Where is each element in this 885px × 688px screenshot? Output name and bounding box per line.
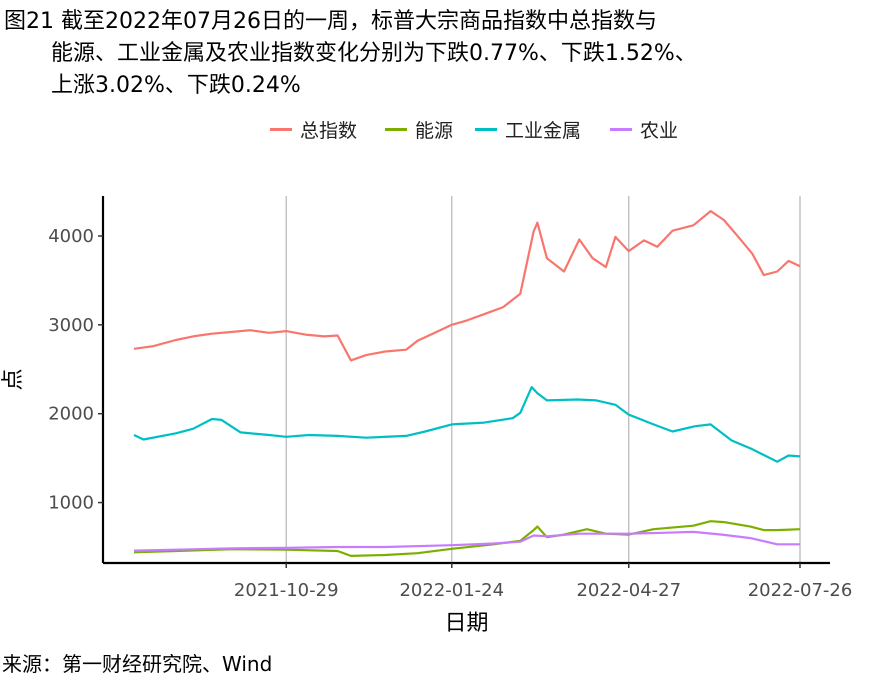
y-axis-title: 点: [1, 368, 26, 390]
legend-item-total: 总指数: [270, 116, 357, 142]
y-tick-label-0: 1000: [48, 493, 94, 514]
legend-swatch-energy: [385, 127, 407, 131]
series-line-industrial-metals: [133, 386, 801, 463]
x-tick-label-3: 2022-07-26: [748, 580, 853, 601]
x-tick-label-2: 2022-04-27: [576, 580, 681, 601]
y-tick-label-1: 2000: [48, 404, 94, 425]
source-note: 来源：第一财经研究院、Wind: [2, 652, 273, 676]
x-tick-label-1: 2022-01-24: [399, 580, 504, 601]
series-line-energy: [133, 520, 801, 558]
y-tick-label-2: 3000: [48, 315, 94, 336]
series-line-agriculture: [133, 530, 800, 552]
legend-label-energy: 能源: [415, 119, 454, 142]
x-tick-label-0: 2021-10-29: [234, 580, 339, 601]
legend-item-agriculture: 农业: [610, 116, 678, 142]
x-axis-title: 日期: [444, 611, 488, 636]
chart-legend: 总指数 能源 工业金属 农业: [0, 116, 885, 142]
title-line-3: 上涨3.02%、下跌0.24%: [51, 73, 301, 98]
series-line-total-index: [133, 210, 801, 362]
legend-label-total: 总指数: [300, 119, 358, 142]
legend-swatch-agriculture: [610, 127, 632, 131]
chart-title: 图21 截至2022年07月26日的一周，标普大宗商品指数中总指数与 能源、工业…: [4, 6, 884, 102]
legend-item-energy: 能源: [385, 116, 453, 142]
legend-swatch-total: [270, 127, 292, 131]
legend-label-agriculture: 农业: [640, 119, 679, 142]
legend-swatch-metals: [475, 127, 497, 131]
legend-item-metals: 工业金属: [475, 116, 581, 142]
title-line-2: 能源、工业金属及农业指数变化分别为下跌0.77%、下跌1.52%、: [51, 41, 697, 66]
legend-label-metals: 工业金属: [505, 119, 582, 142]
y-tick-label-3: 4000: [48, 226, 94, 247]
title-line-1: 图21 截至2022年07月26日的一周，标普大宗商品指数中总指数与: [4, 9, 657, 34]
